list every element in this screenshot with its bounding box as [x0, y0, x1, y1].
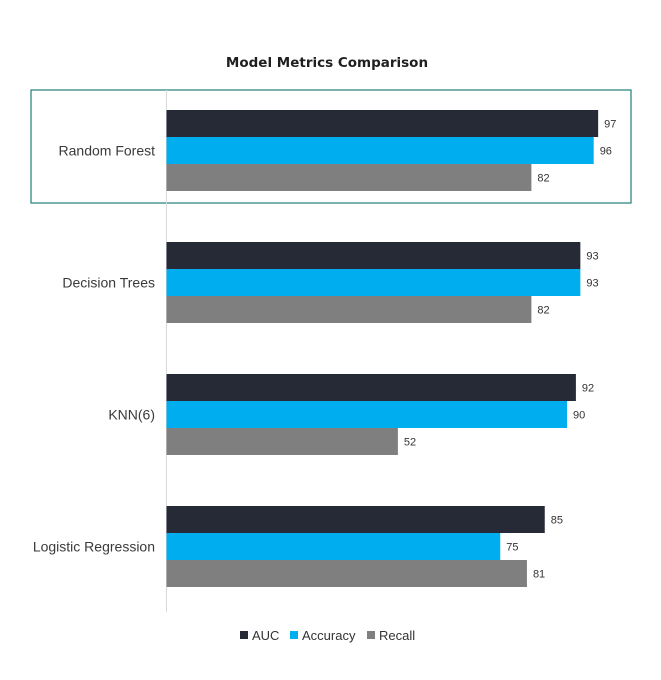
bar-decision-trees-auc — [166, 242, 581, 269]
value-label-logistic-regression-accuracy: 75 — [506, 542, 518, 554]
labels-group: 97 96 82 Random Forest 93 93 82 Decision Trees 9… — [33, 119, 617, 581]
value-label-decision-trees-recall: 82 — [537, 305, 549, 317]
bar-logistic-regression-recall — [166, 560, 527, 587]
chart-title: Model Metrics Comparison — [226, 55, 428, 71]
legend-label-accuracy: Accuracy — [302, 628, 356, 643]
value-label-random-forest-accuracy: 96 — [600, 146, 612, 158]
category-label-random-forest: Random Forest — [59, 143, 156, 159]
value-label-logistic-regression-auc: 85 — [551, 515, 563, 527]
bars-group — [166, 110, 599, 587]
bar-knn-6-recall — [166, 428, 398, 455]
value-label-knn-6-auc: 92 — [582, 383, 594, 395]
bar-logistic-regression-accuracy — [166, 533, 501, 560]
category-label-logistic-regression: Logistic Regression — [33, 539, 155, 555]
bar-random-forest-recall — [166, 164, 532, 191]
legend-swatch-recall — [367, 631, 375, 639]
value-label-knn-6-recall: 52 — [404, 437, 416, 449]
bar-knn-6-auc — [166, 374, 576, 401]
legend-swatch-accuracy — [290, 631, 298, 639]
bar-logistic-regression-auc — [166, 506, 545, 533]
bar-random-forest-auc — [166, 110, 599, 137]
value-label-decision-trees-auc: 93 — [586, 251, 598, 263]
bar-decision-trees-recall — [166, 296, 532, 323]
value-label-random-forest-recall: 82 — [537, 173, 549, 185]
value-label-logistic-regression-recall: 81 — [533, 569, 545, 581]
value-label-decision-trees-accuracy: 93 — [586, 278, 598, 290]
legend-label-auc: AUC — [252, 628, 279, 643]
legend: AUC Accuracy Recall — [240, 628, 415, 643]
value-label-random-forest-auc: 97 — [604, 119, 616, 131]
category-label-knn-6: KNN(6) — [108, 407, 155, 423]
value-label-knn-6-accuracy: 90 — [573, 410, 585, 422]
highlight-box-random-forest — [30, 89, 632, 204]
legend-label-recall: Recall — [379, 628, 415, 643]
bar-knn-6-accuracy — [166, 401, 567, 428]
legend-swatch-auc — [240, 631, 248, 639]
category-label-decision-trees: Decision Trees — [62, 275, 155, 291]
bar-random-forest-accuracy — [166, 137, 594, 164]
bar-decision-trees-accuracy — [166, 269, 581, 296]
